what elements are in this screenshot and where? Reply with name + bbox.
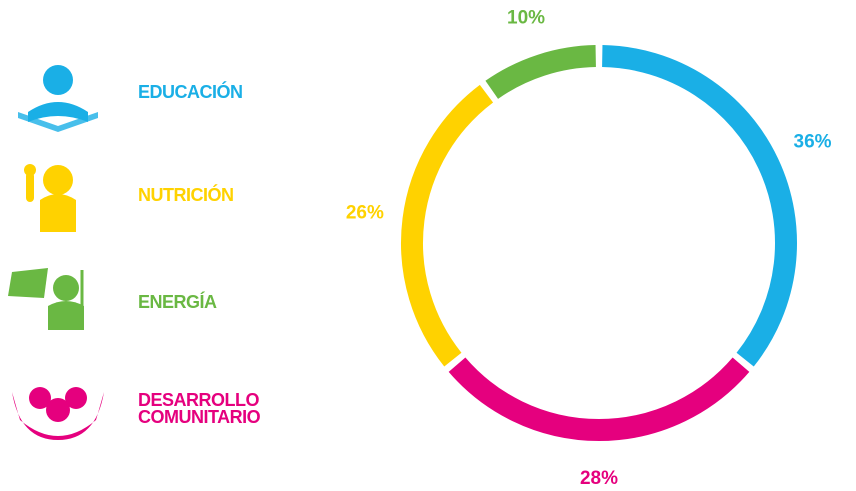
legend-label: NUTRICIÓN [138,185,234,205]
data-label: 36% [794,132,832,153]
icon-community [12,387,104,440]
donut-segment [602,45,797,367]
icon-energy [8,268,84,330]
legend-label: DESARROLLO COMUNITARIO [138,390,261,427]
data-label: 10% [507,8,545,29]
data-label: 28% [580,468,618,489]
donut-segment [401,84,494,367]
legend-label: ENERGÍA [138,292,217,312]
donut-segment [448,357,750,441]
donut-segment [485,45,597,99]
legend-label: EDUCACIÓN [138,82,243,102]
icon-education [18,65,98,132]
icon-nutrition [24,164,76,232]
data-label: 26% [346,202,384,223]
